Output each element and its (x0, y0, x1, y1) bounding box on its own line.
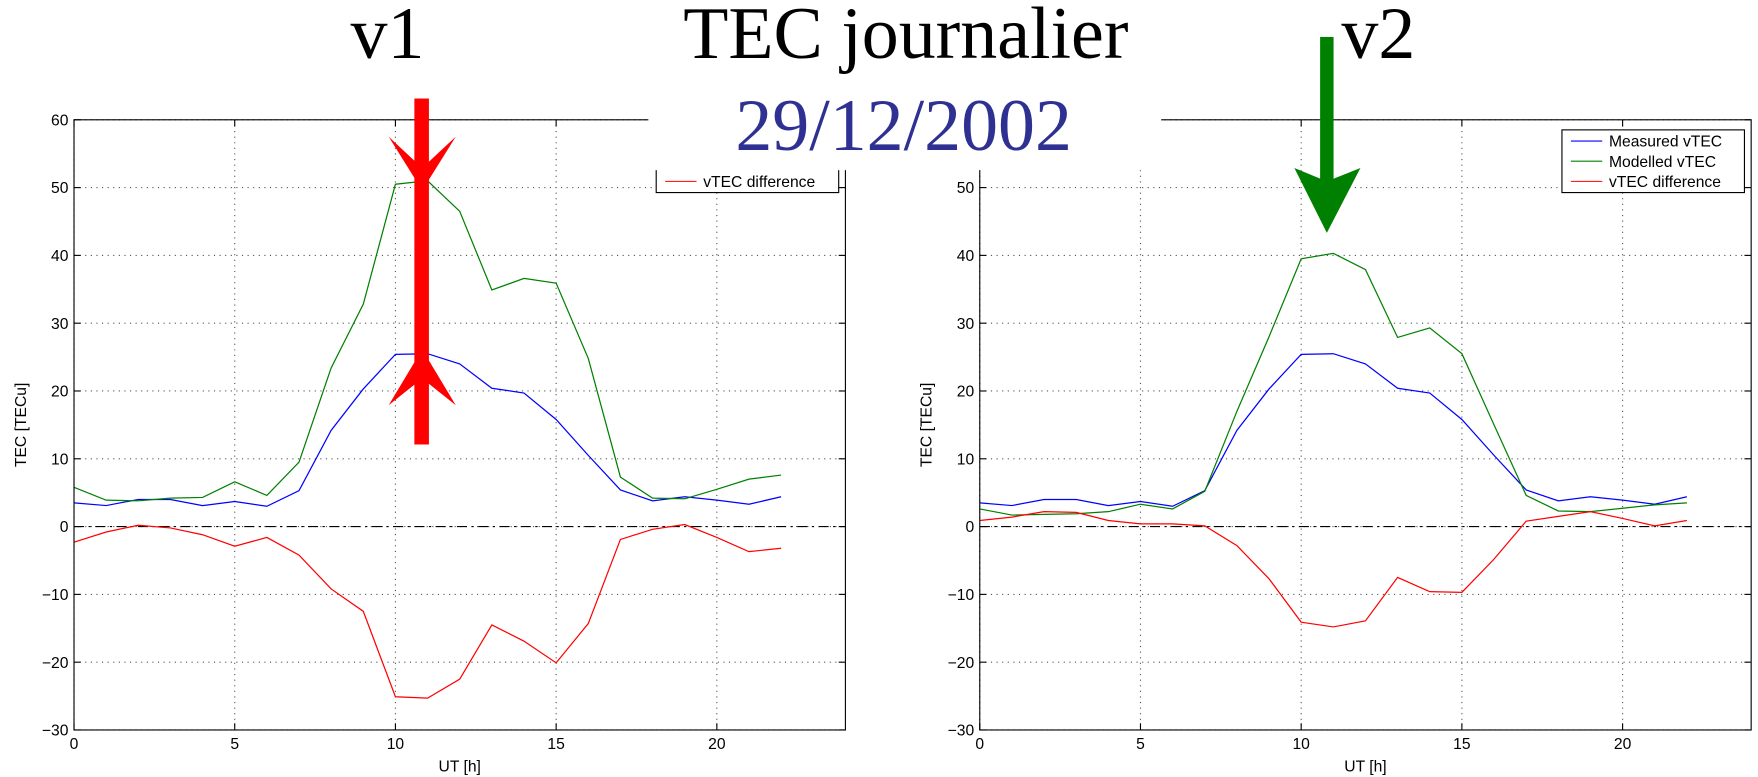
panel-title: v2 (1341, 0, 1415, 74)
x-tick-label: 20 (708, 736, 726, 753)
y-tick-label: 60 (51, 112, 69, 129)
plot-area (979, 119, 1752, 730)
y-axis-label: TEC [TECu] (919, 383, 936, 467)
y-tick-label: 30 (957, 316, 975, 333)
legend-label: Measured vTEC (1609, 134, 1722, 151)
green-arrow (1294, 36, 1361, 233)
x-tick-label: 5 (230, 736, 239, 753)
x-tick-label: 20 (1614, 736, 1632, 753)
series-line (979, 511, 1687, 628)
y-tick-label: 0 (60, 519, 69, 536)
x-tick-label: 10 (387, 736, 405, 753)
y-tick-label: −20 (948, 655, 975, 672)
y-tick-label: −20 (42, 655, 69, 672)
y-tick-label: 50 (51, 180, 69, 197)
y-tick-label: −30 (42, 723, 69, 740)
legend-label: vTEC difference (703, 174, 815, 191)
y-tick-label: 40 (51, 248, 69, 265)
y-tick-label: 20 (51, 384, 69, 401)
y-tick-label: 0 (965, 519, 974, 536)
x-tick-label: 15 (547, 736, 565, 753)
x-tick-label: 15 (1453, 736, 1471, 753)
x-tick-label: 5 (1136, 736, 1145, 753)
y-tick-label: 50 (957, 180, 975, 197)
series-line (979, 252, 1687, 516)
y-tick-label: 30 (51, 316, 69, 333)
y-axis-label: TEC [TECu] (13, 383, 30, 467)
main-title: TEC journalier (683, 0, 1128, 74)
panel-title: v1 (351, 0, 425, 74)
y-tick-label: −10 (42, 587, 69, 604)
x-axis-label: UT [h] (1344, 758, 1386, 775)
y-tick-label: 10 (957, 451, 975, 468)
date-title: 29/12/2002 (735, 84, 1072, 166)
series-line (979, 353, 1688, 507)
y-tick-label: 20 (957, 384, 975, 401)
x-tick-label: 10 (1292, 736, 1310, 753)
red-arrow (388, 98, 456, 445)
plot-frame (979, 119, 1752, 731)
y-tick-label: −30 (948, 723, 975, 740)
x-tick-label: 0 (70, 736, 79, 753)
y-tick-label: −10 (948, 587, 975, 604)
legend-label: Modelled vTEC (1609, 154, 1716, 171)
plot-frame (73, 119, 846, 731)
series-line (73, 523, 782, 699)
y-tick-label: 10 (51, 451, 69, 468)
y-tick-label: 40 (957, 248, 975, 265)
legend-label: vTEC difference (1609, 174, 1721, 191)
x-tick-label: 0 (975, 736, 984, 753)
title-backdrop (648, 0, 1162, 171)
x-axis-label: UT [h] (439, 758, 481, 775)
